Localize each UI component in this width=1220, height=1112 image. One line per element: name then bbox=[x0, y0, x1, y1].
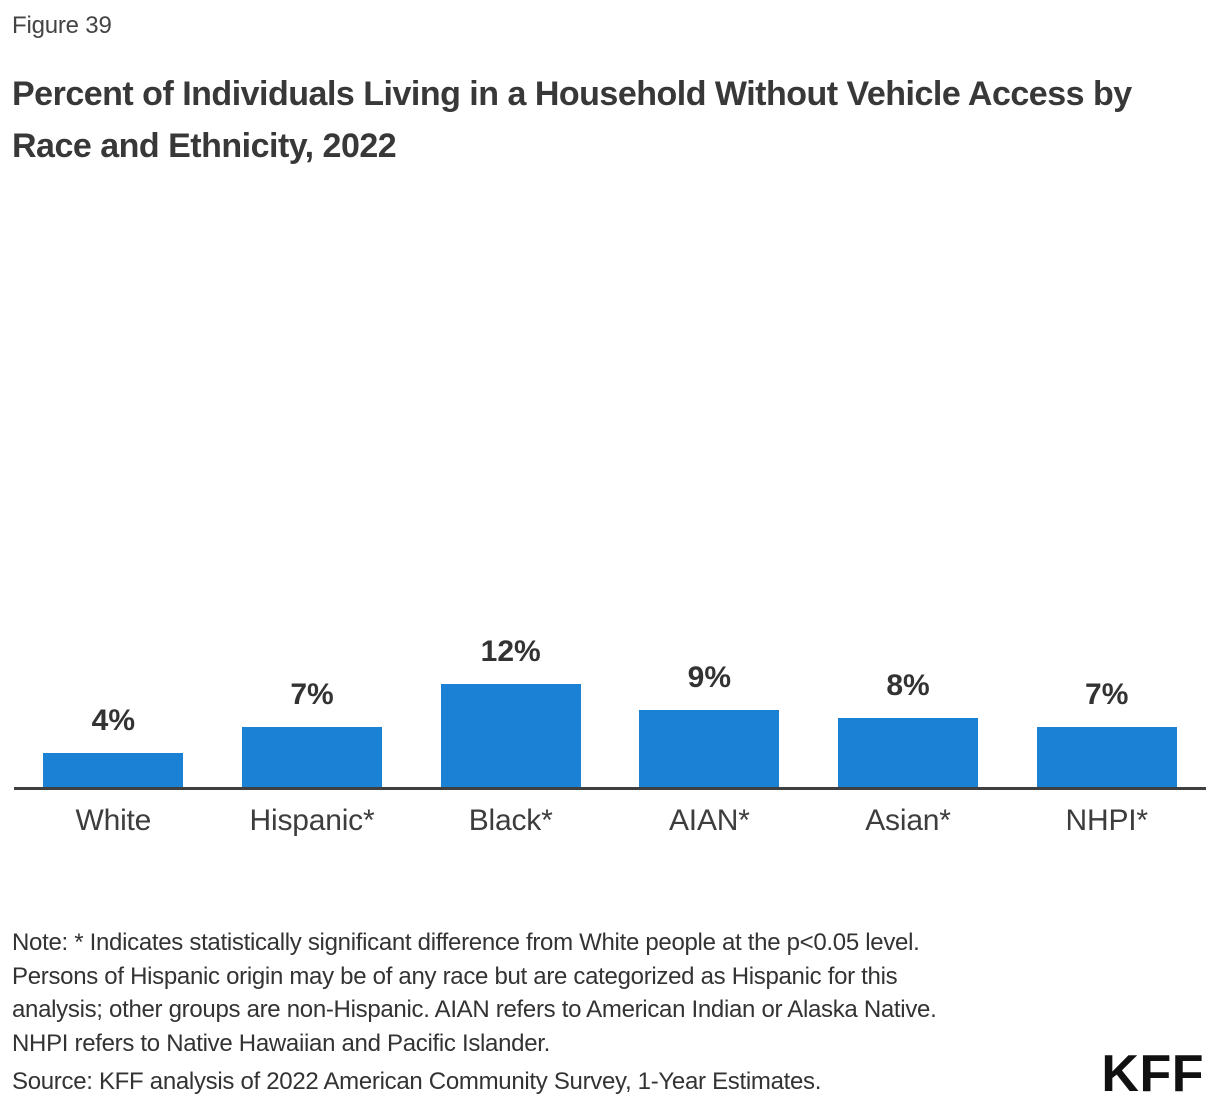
bar-value-label: 9% bbox=[687, 660, 732, 694]
bar-chart: 4% 7% 12% 9% 8% 7% White Hispanic* Black* AIAN* A… bbox=[14, 600, 1206, 838]
note-text: Note: * Indicates statistically signific… bbox=[12, 926, 937, 1060]
bar bbox=[43, 752, 184, 787]
category-label: White bbox=[75, 804, 152, 837]
bar-value-label: 4% bbox=[91, 703, 136, 737]
chart-title: Percent of Individuals Living in a House… bbox=[12, 75, 1132, 165]
bar bbox=[1036, 726, 1177, 787]
bar-slot: 8% bbox=[809, 669, 1008, 787]
bar-slot: 7% bbox=[213, 678, 412, 787]
bar bbox=[838, 718, 979, 787]
bar bbox=[639, 709, 780, 787]
bar-slot: 12% bbox=[411, 635, 610, 787]
bar-value-label: 7% bbox=[290, 677, 334, 711]
category-label: Black* bbox=[468, 804, 553, 837]
kff-logo: KFF bbox=[1101, 1045, 1204, 1103]
source-text: Source: KFF analysis of 2022 American Co… bbox=[12, 1068, 822, 1095]
note-line: Persons of Hispanic origin may be of any… bbox=[12, 962, 898, 990]
bar-value-label: 7% bbox=[1085, 677, 1129, 711]
category-row: White Hispanic* Black* AIAN* Asian* NHPI* bbox=[14, 790, 1206, 838]
figure-number-label: Figure 39 bbox=[12, 12, 112, 39]
bar-value-label: 12% bbox=[480, 634, 541, 668]
bar-value-label: 8% bbox=[886, 669, 930, 703]
category-label: NHPI* bbox=[1065, 804, 1149, 837]
bar bbox=[440, 683, 581, 787]
category-label: Hispanic* bbox=[249, 804, 375, 837]
bar-slot: 7% bbox=[1007, 678, 1206, 787]
bars-row: 4% 7% 12% 9% 8% 7% bbox=[14, 600, 1206, 787]
note-line: NHPI refers to Native Hawaiian and Pacif… bbox=[12, 1029, 550, 1057]
category-label: AIAN* bbox=[669, 804, 750, 837]
bar bbox=[242, 726, 382, 787]
note-line: analysis; other groups are non-Hispanic.… bbox=[12, 996, 937, 1023]
x-axis-line bbox=[14, 787, 1206, 790]
bar-slot: 9% bbox=[610, 661, 809, 787]
category-label: Asian* bbox=[865, 804, 951, 837]
bar-slot: 4% bbox=[14, 704, 213, 787]
note-line: Note: * Indicates statistically signific… bbox=[12, 929, 920, 956]
